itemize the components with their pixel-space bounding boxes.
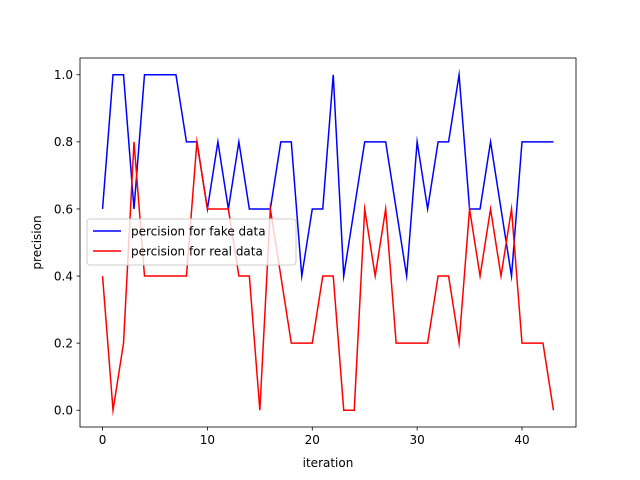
y-tick-label: 0.2	[54, 336, 73, 350]
x-axis-label: iteration	[303, 456, 354, 470]
x-tick-label: 30	[409, 433, 424, 447]
series-line-0	[101, 68, 554, 284]
y-axis: 0.0 0.2 0.4 0.6 0.8 1.0	[54, 68, 80, 418]
series-layer	[101, 68, 555, 417]
legend-label-1: percision for real data	[131, 244, 263, 258]
series-line-1	[101, 135, 555, 417]
x-tick-label: 0	[99, 433, 107, 447]
plot-frame	[79, 57, 577, 428]
x-tick-label: 10	[200, 433, 215, 447]
y-tick-label: 0.8	[54, 135, 73, 149]
y-tick-label: 1.0	[54, 68, 73, 82]
legend: percision for fake data percision for rea…	[86, 218, 297, 266]
legend-label-0: percision for fake data	[131, 224, 266, 238]
legend-box	[86, 218, 297, 266]
y-tick-label: 0.6	[54, 202, 73, 216]
x-tick-label: 40	[514, 433, 529, 447]
x-tick-label: 20	[305, 433, 320, 447]
x-axis: 0 10 20 30 40	[99, 427, 530, 447]
y-tick-label: 0.0	[54, 404, 73, 418]
y-tick-label: 0.4	[54, 269, 73, 283]
y-axis-label: precision	[30, 215, 44, 269]
